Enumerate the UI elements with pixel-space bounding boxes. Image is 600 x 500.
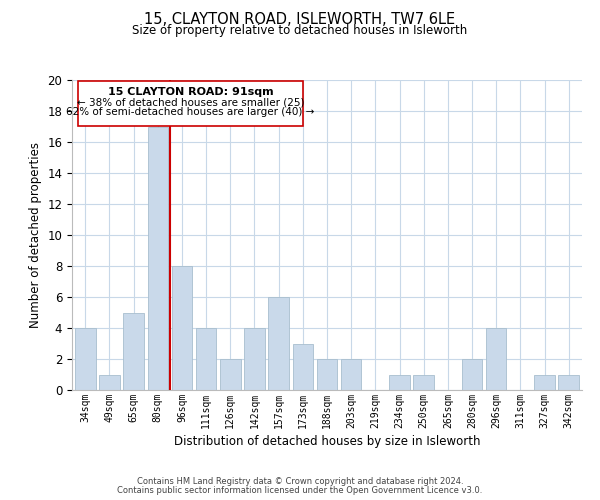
Text: Contains public sector information licensed under the Open Government Licence v3: Contains public sector information licen… bbox=[118, 486, 482, 495]
X-axis label: Distribution of detached houses by size in Isleworth: Distribution of detached houses by size … bbox=[174, 435, 480, 448]
Text: ← 38% of detached houses are smaller (25): ← 38% of detached houses are smaller (25… bbox=[77, 98, 304, 108]
Bar bbox=[172, 266, 192, 390]
Bar bbox=[78, 81, 303, 126]
Text: 62% of semi-detached houses are larger (40) →: 62% of semi-detached houses are larger (… bbox=[66, 107, 314, 117]
Bar bbox=[196, 328, 217, 390]
Bar bbox=[244, 328, 265, 390]
Y-axis label: Number of detached properties: Number of detached properties bbox=[29, 142, 42, 328]
Bar bbox=[317, 359, 337, 390]
Bar bbox=[389, 374, 410, 390]
Bar bbox=[341, 359, 361, 390]
Bar bbox=[293, 344, 313, 390]
Bar bbox=[268, 297, 289, 390]
Bar bbox=[99, 374, 120, 390]
Bar bbox=[220, 359, 241, 390]
Text: Size of property relative to detached houses in Isleworth: Size of property relative to detached ho… bbox=[133, 24, 467, 37]
Bar bbox=[148, 126, 168, 390]
Text: 15, CLAYTON ROAD, ISLEWORTH, TW7 6LE: 15, CLAYTON ROAD, ISLEWORTH, TW7 6LE bbox=[145, 12, 455, 28]
Bar bbox=[462, 359, 482, 390]
Bar bbox=[486, 328, 506, 390]
Bar bbox=[534, 374, 555, 390]
Text: 15 CLAYTON ROAD: 91sqm: 15 CLAYTON ROAD: 91sqm bbox=[107, 87, 273, 97]
Bar bbox=[413, 374, 434, 390]
Text: Contains HM Land Registry data © Crown copyright and database right 2024.: Contains HM Land Registry data © Crown c… bbox=[137, 477, 463, 486]
Bar bbox=[559, 374, 579, 390]
Bar bbox=[75, 328, 95, 390]
Bar bbox=[124, 312, 144, 390]
